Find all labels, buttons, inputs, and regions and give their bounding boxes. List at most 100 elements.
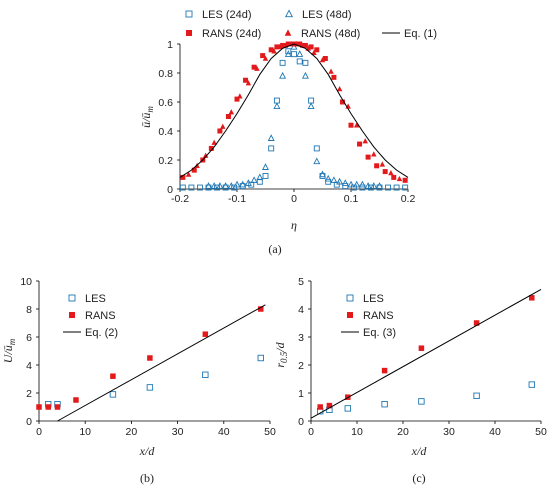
series-les-48d-point xyxy=(267,134,275,141)
series-rans-48d-point xyxy=(245,80,252,86)
series-rans-24d-point xyxy=(280,42,286,48)
series-les-point xyxy=(109,391,117,398)
series-les-48d-point xyxy=(330,176,338,184)
series-les-point xyxy=(344,405,351,412)
series-les-48d-point xyxy=(256,173,264,181)
legend-label: LES xyxy=(363,293,384,305)
series-rans-48d-point xyxy=(371,151,377,157)
series-les-48d-point xyxy=(222,182,230,189)
series-rans-24d-point xyxy=(260,53,266,59)
series-les-24d-point xyxy=(308,97,315,104)
x-tick-label: -0.1 xyxy=(228,193,246,205)
series-rans-point xyxy=(326,402,333,409)
series-rans-24d-point xyxy=(348,122,354,128)
x-tick-label: 10 xyxy=(79,426,91,438)
series-les-48d-point xyxy=(347,180,355,188)
series-les-24d-point xyxy=(262,172,269,179)
series-les-48d-point xyxy=(205,182,212,189)
legend-label: LES (48d) xyxy=(302,9,352,21)
series-les-48d-point xyxy=(313,157,321,165)
ylabel-a: ū/ūm xyxy=(139,106,155,128)
series-rans-point xyxy=(147,355,153,361)
series-rans-24d-point xyxy=(274,44,280,50)
ylabel-b: U/ūm xyxy=(1,338,17,363)
series-les-24d-point xyxy=(350,184,357,191)
series-les-point xyxy=(528,381,535,388)
series-les-48d-point xyxy=(239,180,247,188)
series-rans-24d-point xyxy=(402,177,408,183)
x-tick-label: 30 xyxy=(172,426,184,438)
legend-marker xyxy=(347,312,353,318)
series-rans-24d-point xyxy=(308,44,314,50)
series-rans-48d-point xyxy=(254,65,260,71)
series-rans-point xyxy=(54,404,61,410)
panel-label-a: (a) xyxy=(268,242,281,256)
series-rans-48d-point xyxy=(277,43,283,50)
series-rans-24d-point xyxy=(234,96,240,102)
x-tick-label: 40 xyxy=(218,426,230,438)
series-rans-24d-point xyxy=(339,99,345,105)
series-les-48d-point xyxy=(279,71,287,79)
series-rans-point xyxy=(529,295,535,301)
y-tick-label: 0 xyxy=(167,184,173,196)
series-rans-point xyxy=(73,397,79,403)
series-rans-24d-point xyxy=(217,128,223,134)
series-rans-point xyxy=(36,404,42,410)
xlabel-c: x/d xyxy=(411,444,428,458)
series-rans-48d-point xyxy=(396,175,403,182)
series-les-24d-point xyxy=(179,184,186,191)
y-tick-label: 4 xyxy=(298,304,304,316)
x-tick-label: 50 xyxy=(535,426,547,438)
series-les-24d-point xyxy=(214,184,221,191)
x-tick-label: -0.2 xyxy=(171,193,189,205)
series-les-24d-point xyxy=(385,184,391,191)
y-tick-label: 3 xyxy=(298,332,304,344)
x-tick-label: 20 xyxy=(397,426,409,438)
y-tick-label: 0 xyxy=(26,416,32,428)
series-rans-point xyxy=(381,367,388,374)
series-rans-point xyxy=(473,320,480,326)
series-rans-48d-point xyxy=(211,139,217,145)
series-rans-48d-point xyxy=(319,56,326,63)
series-les-48d-point xyxy=(210,182,218,189)
series-les-24d-point xyxy=(368,184,374,191)
series-les-48d-point xyxy=(227,182,235,189)
series-les-24d-point xyxy=(291,51,297,58)
series-les-point xyxy=(202,371,209,378)
series-rans-48d-point xyxy=(336,85,343,92)
series-les-48d-point xyxy=(370,182,378,189)
y-tick-label: 0.8 xyxy=(158,68,173,80)
x-tick-label: 40 xyxy=(489,426,501,438)
legend-marker xyxy=(186,30,192,36)
series-rans-24d-point xyxy=(297,41,303,47)
y-tick-label: 4 xyxy=(26,360,32,372)
y-tick-label: 10 xyxy=(20,276,32,288)
legend-label: RANS xyxy=(85,310,116,322)
y-tick-label: 1 xyxy=(298,388,304,400)
legend-b: LES RANS Eq. (2) xyxy=(63,293,118,339)
series-rans-point xyxy=(258,306,264,312)
legend-marker xyxy=(284,29,292,36)
series-rans-48d-point xyxy=(311,49,317,55)
series-les-48d-point xyxy=(336,177,344,185)
series-rans-24d-point xyxy=(191,167,197,173)
series-rans-24d-point xyxy=(382,169,388,175)
series-rans-24d-point xyxy=(302,42,308,48)
legend-label: RANS xyxy=(363,310,394,322)
panel-c: 0 10 20 30 40 50 0 1 2 3 4 5 LES RANS Eq. (3) x/d r0.… xyxy=(273,276,547,485)
series-les-48d-point xyxy=(296,50,304,57)
legend-a: LES (24d) LES (48d) RANS (24d) RANS (48d) Eq… xyxy=(185,9,437,40)
legend-label: Eq. (3) xyxy=(363,327,396,339)
series-rans-48d-point xyxy=(271,48,277,54)
series-rans-24d-point xyxy=(331,74,337,80)
y-tick-label: 0 xyxy=(298,416,304,428)
x-tick-label: 0 xyxy=(291,193,297,205)
series-rans-24d-point xyxy=(268,47,274,53)
series-rans-point xyxy=(317,404,323,410)
legend-label: RANS (48d) xyxy=(301,28,360,40)
series-eq-3-line xyxy=(310,288,542,419)
series-rans-48d-point xyxy=(185,171,192,177)
series-les-48d-point xyxy=(290,42,298,50)
x-tick-label: 0 xyxy=(36,426,42,438)
legend-marker xyxy=(69,312,75,318)
